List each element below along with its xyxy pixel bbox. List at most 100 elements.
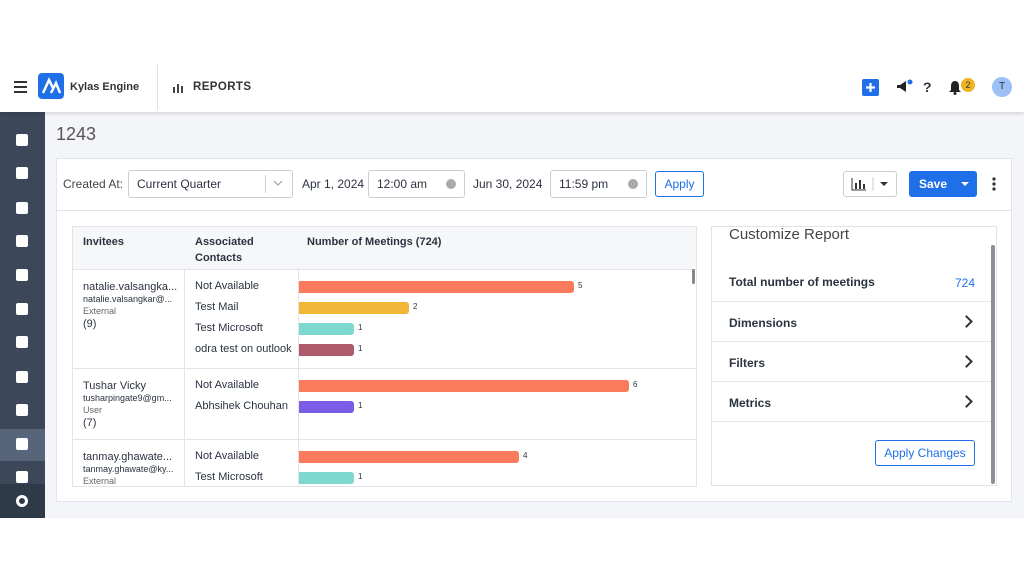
start-time[interactable]: 12:00 am <box>368 170 465 198</box>
nav-icon[interactable] <box>16 235 28 247</box>
contact-name: Test Mail <box>195 301 239 313</box>
invitee-type: User <box>83 405 103 415</box>
nav-icon[interactable] <box>16 303 28 315</box>
footer-space <box>0 518 1024 576</box>
bar-label: 4 <box>523 451 528 460</box>
contact-name: Not Available <box>195 450 260 462</box>
bar <box>299 472 354 484</box>
section-row[interactable] <box>712 382 992 422</box>
contact-name: Test Microsoft <box>195 322 263 334</box>
bar <box>299 451 519 463</box>
nav-icon[interactable] <box>16 336 28 348</box>
chart-type-icons <box>851 177 888 191</box>
section-label: Filters <box>729 356 766 370</box>
section-row[interactable] <box>712 302 992 342</box>
start-date[interactable]: Apr 1, 2024 <box>302 177 365 191</box>
notification-badge: 2 <box>961 78 975 92</box>
customize-panel <box>711 226 997 486</box>
nav-icon[interactable] <box>16 471 28 483</box>
bar <box>299 401 354 413</box>
period-select[interactable]: Current Quarter <box>128 170 293 198</box>
bar <box>299 323 354 335</box>
invitee-email: natalie.valsangkar@... <box>83 294 173 304</box>
bar-label: 2 <box>413 302 418 311</box>
menu-icon[interactable] <box>14 81 28 93</box>
bar <box>299 344 354 356</box>
column-header: Invitees <box>83 236 124 248</box>
contact-name: Abhsihek Chouhan <box>195 400 288 412</box>
table: Invitees Associated Contacts Number of Mee… <box>72 226 697 487</box>
contact-name: Test Microsoft <box>195 471 263 483</box>
invitee-name: natalie.valsangka... <box>83 281 178 293</box>
divider <box>157 65 158 110</box>
bar <box>299 281 574 293</box>
logo[interactable] <box>38 73 64 99</box>
scrollbar <box>991 245 995 484</box>
nav-icon[interactable] <box>16 134 28 146</box>
header: Kylas Engine REPORTS ? 2 T <box>0 65 1024 112</box>
bell-icon[interactable] <box>948 80 962 95</box>
filter-label: Created At: <box>63 177 124 191</box>
bar-label: 1 <box>358 401 363 410</box>
clock-icon <box>446 179 456 189</box>
nav-icon[interactable] <box>16 269 28 281</box>
nav-icon[interactable] <box>16 438 28 450</box>
reports-icon <box>173 84 183 93</box>
column-header: Associated Contacts <box>195 236 254 264</box>
avatar[interactable]: T <box>992 77 1012 97</box>
bar-label: 5 <box>578 281 583 290</box>
add-button[interactable] <box>862 79 879 96</box>
bar-label: 1 <box>358 344 363 353</box>
row-border <box>73 439 696 440</box>
column-header: Number of Meetings (724) <box>307 236 442 248</box>
bar-label: 1 <box>358 472 363 481</box>
bar-label: 1 <box>358 323 363 332</box>
select-divider <box>265 175 266 193</box>
help-icon[interactable]: ? <box>923 79 932 95</box>
clock-icon <box>628 179 638 189</box>
cell-divider <box>184 269 185 368</box>
chevron <box>273 180 283 186</box>
app-name: Kylas Engine <box>70 81 140 93</box>
bar <box>299 302 409 314</box>
nav-icon[interactable] <box>16 371 28 383</box>
section-row[interactable] <box>712 342 992 382</box>
invitee-email: tanmay.ghawate@ky... <box>83 464 174 474</box>
invitee-count: (7) <box>83 417 97 429</box>
bar-label: 6 <box>633 380 638 389</box>
apply-button[interactable]: Apply <box>655 171 704 197</box>
row-border <box>73 368 696 369</box>
invitee-name: tanmay.ghawate... <box>83 451 173 463</box>
total-value: 724 <box>955 276 976 290</box>
nav-icon[interactable] <box>16 202 28 214</box>
invitee-name: Tushar Vicky <box>83 380 146 392</box>
save-dropdown[interactable] <box>960 181 970 187</box>
cell-divider <box>298 439 299 486</box>
invitee-count: (9) <box>83 318 97 330</box>
nav-icon[interactable] <box>16 167 28 179</box>
settings-icon[interactable] <box>16 495 28 507</box>
contact-name: odra test on outlook <box>195 343 292 355</box>
contact-name: Not Available <box>195 280 260 292</box>
invitee-email: tusharpingate9@gm... <box>83 393 172 403</box>
nav-icon[interactable] <box>16 404 28 416</box>
cell-divider <box>184 439 185 486</box>
invitee-type: External <box>83 306 117 316</box>
sidebar <box>0 112 45 518</box>
more-menu[interactable] <box>991 177 997 191</box>
bar <box>299 380 629 392</box>
cell-divider <box>298 269 299 368</box>
scrollbar <box>692 269 695 284</box>
end-date[interactable]: Jun 30, 2024 <box>473 177 543 191</box>
section-label: Metrics <box>729 396 772 410</box>
section-label: Dimensions <box>729 316 798 330</box>
customize-title: Customize Report <box>729 226 850 243</box>
table-header: Invitees Associated Contacts Number of Mee… <box>73 227 696 270</box>
apply-changes-button[interactable]: Apply Changes <box>875 440 975 466</box>
announcement-icon[interactable] <box>895 79 913 95</box>
invitee-type: External <box>83 476 117 486</box>
report-title: 1243 <box>56 124 97 144</box>
cell-divider <box>298 368 299 439</box>
contact-name: Not Available <box>195 379 260 391</box>
